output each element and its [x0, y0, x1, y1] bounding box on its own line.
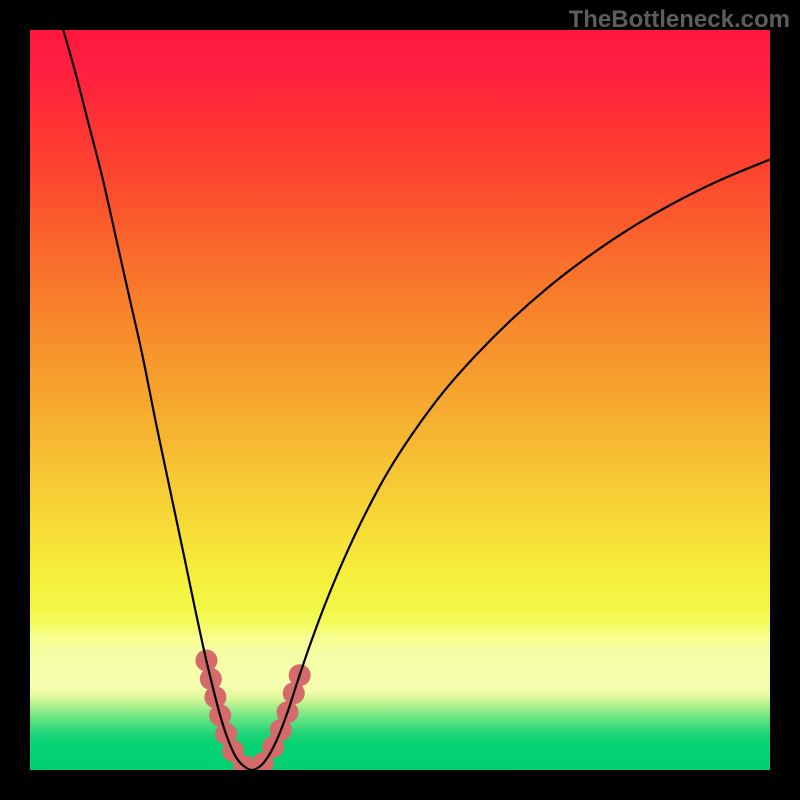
gradient-background: [30, 30, 770, 770]
chart-frame: TheBottleneck.com: [0, 0, 800, 800]
chart-svg: [0, 0, 800, 800]
watermark-text: TheBottleneck.com: [569, 6, 790, 34]
